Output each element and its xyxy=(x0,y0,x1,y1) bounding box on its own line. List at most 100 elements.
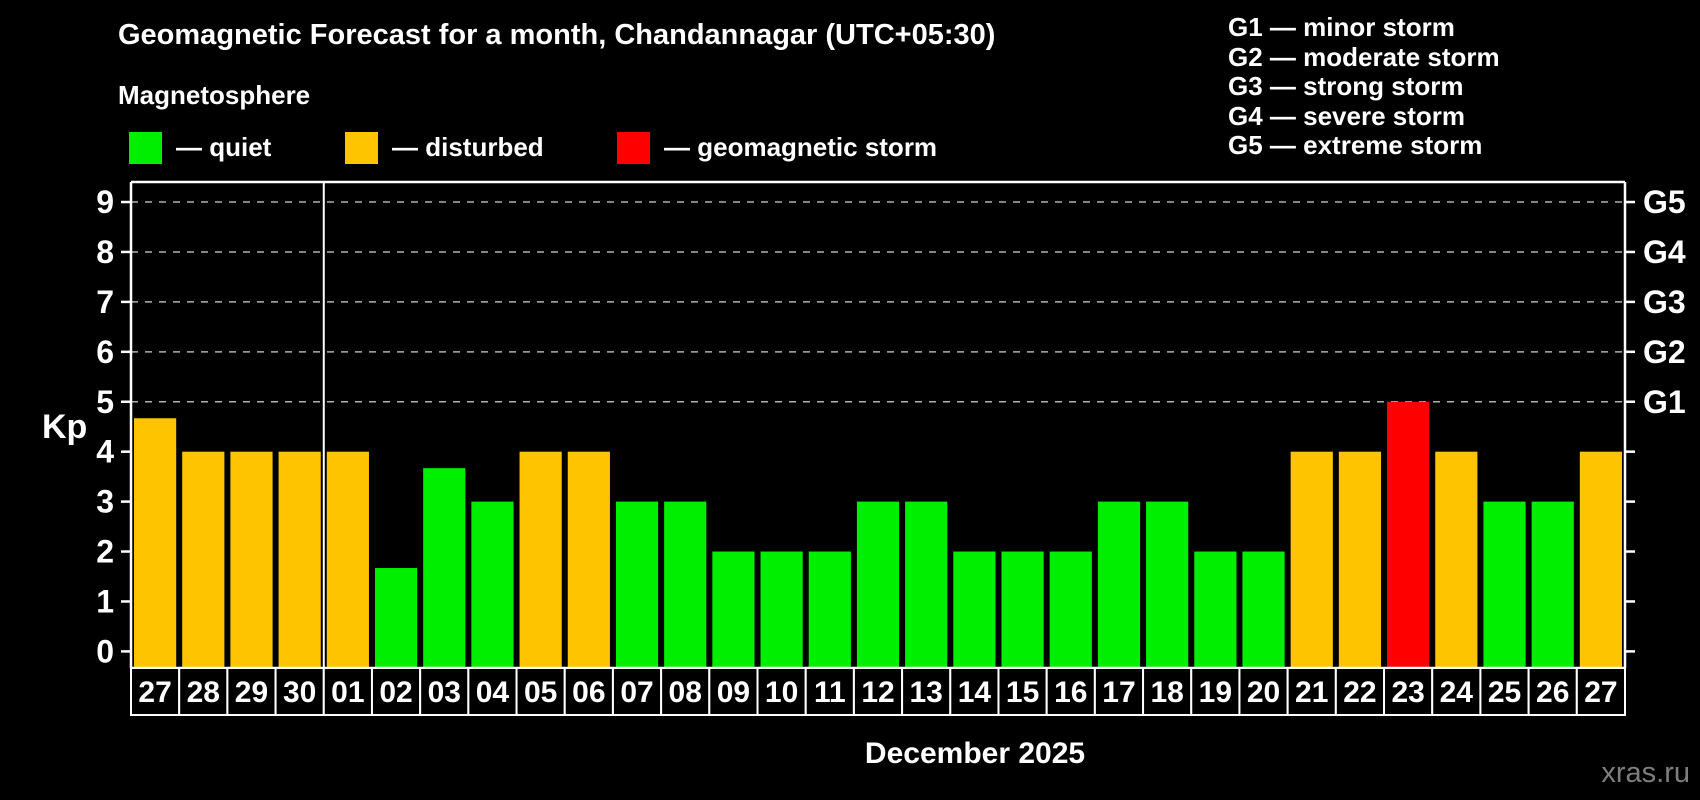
day-box-06 xyxy=(563,667,614,716)
disturbed-color-swatch xyxy=(345,131,378,164)
legend-item-storm: — geomagnetic storm xyxy=(617,131,937,164)
day-box-02 xyxy=(370,667,422,716)
kp-bar-day-02 xyxy=(374,568,418,668)
kp-bar-day-30 xyxy=(278,451,321,668)
storm-scale-item-g3: G3 — strong storm xyxy=(1228,71,1464,101)
g-scale-label-G4: G4 xyxy=(1643,234,1686,270)
day-label-24: 24 xyxy=(1440,676,1474,709)
kp-bar-day-25 xyxy=(1483,501,1526,668)
day-box-22 xyxy=(1334,667,1386,716)
day-label-11: 11 xyxy=(814,676,846,709)
day-box-09 xyxy=(708,667,759,716)
kp-bar-day-07 xyxy=(615,501,659,668)
day-label-13: 13 xyxy=(910,676,943,709)
day-box-21 xyxy=(1286,667,1337,716)
day-label-16: 16 xyxy=(1054,676,1087,709)
day-box-01 xyxy=(322,667,373,716)
kp-bar-day-27 xyxy=(134,418,177,668)
day-box-25 xyxy=(1479,667,1530,716)
y-tick-label-4: 4 xyxy=(96,434,114,470)
day-label-22: 22 xyxy=(1343,676,1376,709)
y-axis-title: Kp xyxy=(42,408,88,446)
kp-bar-day-12 xyxy=(856,501,900,668)
kp-bar-day-24 xyxy=(1435,451,1478,668)
day-label-07: 07 xyxy=(620,676,653,709)
kp-bar-day-21 xyxy=(1290,451,1333,668)
day-box-11 xyxy=(804,667,855,716)
day-label-23: 23 xyxy=(1391,676,1424,709)
kp-bar-day-17 xyxy=(1097,501,1141,668)
kp-bar-day-01 xyxy=(326,451,369,668)
day-box-15 xyxy=(997,667,1048,716)
day-label-27: 27 xyxy=(1584,676,1617,709)
day-label-18: 18 xyxy=(1150,676,1183,709)
day-box-28 xyxy=(178,667,229,716)
storm-scale-legend: G1 — minor storm G2 — moderate storm G3 … xyxy=(1228,12,1500,161)
g-scale-label-G2: G2 xyxy=(1643,334,1686,370)
day-box-12 xyxy=(852,667,904,716)
day-label-01: 01 xyxy=(331,676,364,709)
day-box-30 xyxy=(274,667,325,716)
y-tick-label-2: 2 xyxy=(96,534,114,570)
storm-scale-item-g1: G1 — minor storm xyxy=(1228,12,1455,42)
kp-bar-day-28 xyxy=(182,451,225,668)
day-label-25: 25 xyxy=(1488,676,1521,709)
watermark: xras.ru xyxy=(1601,757,1690,789)
day-label-30: 30 xyxy=(283,676,316,709)
day-label-26: 26 xyxy=(1536,676,1569,709)
kp-bar-day-19 xyxy=(1194,551,1237,668)
day-label-14: 14 xyxy=(958,676,992,709)
storm-scale-item-g4: G4 — severe storm xyxy=(1228,100,1466,131)
chart-subtitle: Magnetosphere xyxy=(118,80,311,110)
kp-bar-day-23 xyxy=(1387,401,1430,668)
y-tick-label-5: 5 xyxy=(96,384,114,420)
kp-bar-day-10 xyxy=(760,551,803,668)
legend-label-storm: — geomagnetic storm xyxy=(664,132,938,162)
legend-item-disturbed: — disturbed xyxy=(345,131,544,164)
legend-item-quiet: — quiet xyxy=(129,131,271,164)
day-label-19: 19 xyxy=(1199,676,1232,709)
kp-bar-day-18 xyxy=(1146,501,1189,668)
day-box-05 xyxy=(515,667,566,716)
quiet-color-swatch xyxy=(129,131,162,164)
page-title: Geomagnetic Forecast for a month, Chanda… xyxy=(118,19,996,51)
kp-bar-day-11 xyxy=(808,551,851,668)
day-label-27: 27 xyxy=(138,676,171,709)
day-label-06: 06 xyxy=(572,676,605,709)
storm-color-swatch xyxy=(617,131,650,164)
day-label-02: 02 xyxy=(379,676,412,709)
kp-bar-day-06 xyxy=(567,451,610,668)
y-tick-label-6: 6 xyxy=(96,334,114,370)
y-tick-label-3: 3 xyxy=(96,484,114,520)
day-box-04 xyxy=(467,667,518,716)
day-label-10: 10 xyxy=(765,676,798,709)
day-label-03: 03 xyxy=(428,676,461,709)
day-label-20: 20 xyxy=(1247,676,1280,709)
kp-bar-day-13 xyxy=(905,501,948,668)
day-label-28: 28 xyxy=(187,676,220,709)
kp-bar-day-29 xyxy=(230,451,273,668)
x-axis-title: December 2025 xyxy=(864,737,1086,770)
day-box-27 xyxy=(1575,667,1626,716)
kp-bar-day-16 xyxy=(1049,551,1092,668)
g-scale-label-G1: G1 xyxy=(1643,384,1686,420)
g-scale-label-G3: G3 xyxy=(1643,284,1686,320)
day-box-23 xyxy=(1383,667,1434,716)
kp-bar-day-20 xyxy=(1242,551,1285,668)
day-label-29: 29 xyxy=(235,676,268,709)
kp-bar-day-09 xyxy=(712,551,755,668)
day-box-29 xyxy=(226,667,277,716)
day-box-07 xyxy=(611,667,663,716)
day-box-24 xyxy=(1431,667,1482,716)
storm-scale-item-g2: G2 — moderate storm xyxy=(1228,41,1500,72)
kp-bar-day-05 xyxy=(519,451,562,668)
day-label-12: 12 xyxy=(861,676,894,709)
day-box-27 xyxy=(130,667,181,716)
y-tick-label-9: 9 xyxy=(96,184,114,220)
day-label-09: 09 xyxy=(717,676,750,709)
y-tick-label-1: 1 xyxy=(96,583,114,619)
kp-bar-day-27 xyxy=(1579,451,1622,668)
day-label-15: 15 xyxy=(1006,676,1039,709)
